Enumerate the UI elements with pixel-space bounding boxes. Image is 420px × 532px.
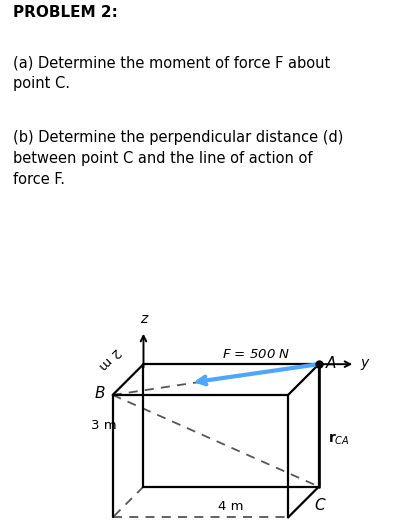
Text: 4 m: 4 m — [218, 500, 244, 513]
Text: 2 m: 2 m — [96, 345, 123, 372]
Text: $\mathbf{r}_{CA}$: $\mathbf{r}_{CA}$ — [328, 431, 350, 447]
Text: $z$: $z$ — [140, 312, 150, 326]
Text: $B$: $B$ — [94, 386, 105, 402]
Text: (b) Determine the perpendicular distance (d)
between point C and the line of act: (b) Determine the perpendicular distance… — [13, 130, 343, 187]
Text: 3 m: 3 m — [91, 419, 116, 432]
Text: $y$: $y$ — [360, 356, 370, 372]
Text: $F$ = 500 N: $F$ = 500 N — [222, 348, 291, 361]
Text: PROBLEM 2:: PROBLEM 2: — [13, 5, 118, 20]
Text: $C$: $C$ — [314, 497, 327, 513]
Text: $A$: $A$ — [325, 355, 337, 371]
Text: (a) Determine the moment of force F about
point C.: (a) Determine the moment of force F abou… — [13, 55, 330, 92]
